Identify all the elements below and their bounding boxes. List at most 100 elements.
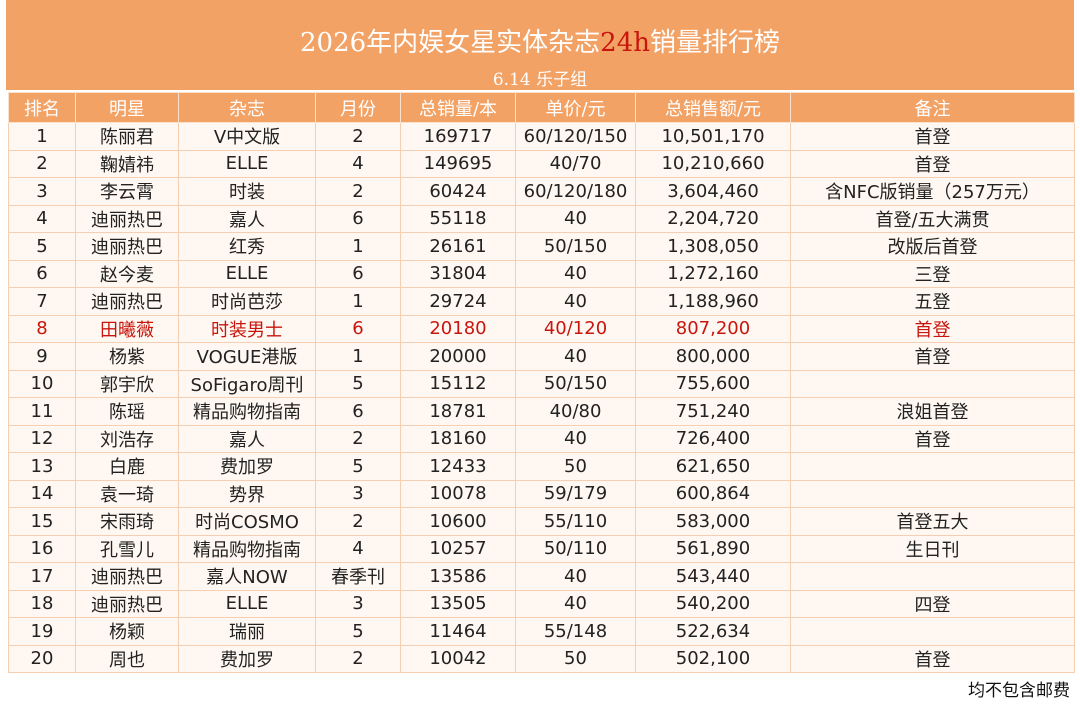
table-cell: 迪丽热巴 xyxy=(75,232,179,261)
table-cell: 1,272,160 xyxy=(635,259,791,288)
table-cell: 20180 xyxy=(400,314,516,343)
table-cell: 1 xyxy=(8,122,76,151)
table-cell: 2 xyxy=(315,644,401,673)
table-cell: 3 xyxy=(315,589,401,618)
table-cell: 费加罗 xyxy=(178,452,316,481)
table-cell: 迪丽热巴 xyxy=(75,287,179,316)
table-cell: 迪丽热巴 xyxy=(75,562,179,591)
title-text: 销量排行榜 xyxy=(650,28,781,58)
table-cell: 55/110 xyxy=(515,507,636,536)
table-cell: 583,000 xyxy=(635,507,791,536)
table-cell: 26161 xyxy=(400,232,516,261)
table-cell: 白鹿 xyxy=(75,452,179,481)
table-cell: 20 xyxy=(8,644,76,673)
table-row: 9 杨紫 VOGUE港版 1 20000 40 800,000 首登 xyxy=(8,342,1075,371)
table-cell: 首登 xyxy=(790,342,1075,371)
table-cell: 726,400 xyxy=(635,424,791,453)
table-cell: 赵今麦 xyxy=(75,259,179,288)
table-cell: 561,890 xyxy=(635,534,791,563)
column-header: 月份 xyxy=(315,92,401,123)
table-cell: SoFigaro周刊 xyxy=(178,369,316,398)
header-row: 排名 明星 杂志 月份 总销量/本 单价/元 总销售额/元 备注 xyxy=(8,92,1075,123)
table-cell: 三登 xyxy=(790,259,1075,288)
table-cell: 15112 xyxy=(400,369,516,398)
table-cell: 1,308,050 xyxy=(635,232,791,261)
table-row: 17 迪丽热巴 嘉人NOW 春季刊 13586 40 543,440 xyxy=(8,562,1075,591)
table-cell: 时尚COSMO xyxy=(178,507,316,536)
table-cell: 杨紫 xyxy=(75,342,179,371)
table-cell xyxy=(790,452,1075,481)
table-cell: 800,000 xyxy=(635,342,791,371)
table-cell: 孔雪儿 xyxy=(75,534,179,563)
table-cell: 精品购物指南 xyxy=(178,534,316,563)
table-cell xyxy=(790,369,1075,398)
table-cell: 5 xyxy=(315,617,401,646)
table-cell: 四登 xyxy=(790,589,1075,618)
title: 2026年内娱女星实体杂志24h销量排行榜 xyxy=(6,0,1074,59)
table-cell: 2 xyxy=(315,424,401,453)
table-cell: 时装 xyxy=(178,177,316,206)
table-cell: ELLE xyxy=(178,259,316,288)
table-cell: 1 xyxy=(315,287,401,316)
table-row: 15 宋雨琦 时尚COSMO 2 10600 55/110 583,000 首登五大 xyxy=(8,507,1075,536)
table-cell: 6 xyxy=(315,397,401,426)
table-cell: 11464 xyxy=(400,617,516,646)
table-cell: 10078 xyxy=(400,479,516,508)
table-cell: 522,634 xyxy=(635,617,791,646)
table-cell: 费加罗 xyxy=(178,644,316,673)
table-row: 11 陈瑶 精品购物指南 6 18781 40/80 751,240 浪姐首登 xyxy=(8,397,1075,426)
table-row: 6 赵今麦 ELLE 6 31804 40 1,272,160 三登 xyxy=(8,259,1075,288)
table-cell: 2 xyxy=(315,177,401,206)
table-row: 10 郭宇欣 SoFigaro周刊 5 15112 50/150 755,600 xyxy=(8,369,1075,398)
table-cell: 13 xyxy=(8,452,76,481)
table-cell: 12433 xyxy=(400,452,516,481)
table-cell: 6 xyxy=(315,204,401,233)
table-cell: 40 xyxy=(515,424,636,453)
table-cell: 陈瑶 xyxy=(75,397,179,426)
table-cell: V中文版 xyxy=(178,122,316,151)
table-cell: 807,200 xyxy=(635,314,791,343)
table-cell: 嘉人 xyxy=(178,204,316,233)
table-cell: 502,100 xyxy=(635,644,791,673)
table-cell: 50/110 xyxy=(515,534,636,563)
table-cell: 9 xyxy=(8,342,76,371)
table-cell: 五登 xyxy=(790,287,1075,316)
table-cell: 15 xyxy=(8,507,76,536)
table-cell: 杨颖 xyxy=(75,617,179,646)
table-cell: 40/70 xyxy=(515,149,636,178)
column-header: 排名 xyxy=(8,92,76,123)
table-cell: 149695 xyxy=(400,149,516,178)
table-cell: 2 xyxy=(315,122,401,151)
table-cell: 7 xyxy=(8,287,76,316)
table-row: 3 李云霄 时装 2 60424 60/120/180 3,604,460 含NFC版销量（2… xyxy=(8,177,1075,206)
table-cell: 1 xyxy=(315,232,401,261)
table-cell: 首登五大 xyxy=(790,507,1075,536)
ranking-table: 排名 明星 杂志 月份 总销量/本 单价/元 总销售额/元 备注 1 陈丽君 V中文版 2 16971… xyxy=(8,92,1075,673)
table-cell: 3 xyxy=(315,479,401,508)
table-cell: 55118 xyxy=(400,204,516,233)
table-cell: 嘉人 xyxy=(178,424,316,453)
table-cell: ELLE xyxy=(178,589,316,618)
table-row: 20 周也 费加罗 2 10042 50 502,100 首登 xyxy=(8,644,1075,673)
table-row: 19 杨颖 瑞丽 5 11464 55/148 522,634 xyxy=(8,617,1075,646)
table-body: 1 陈丽君 V中文版 2 169717 60/120/150 10,501,170 首登 2 鞠婧… xyxy=(8,122,1075,673)
title-highlight: 24h xyxy=(600,28,650,58)
table-cell: 刘浩存 xyxy=(75,424,179,453)
table-cell: 1,188,960 xyxy=(635,287,791,316)
table-cell: 755,600 xyxy=(635,369,791,398)
table-row: 1 陈丽君 V中文版 2 169717 60/120/150 10,501,170 首登 xyxy=(8,122,1075,151)
table-cell: 50/150 xyxy=(515,232,636,261)
table-cell: 50 xyxy=(515,644,636,673)
column-header: 总销售额/元 xyxy=(635,92,791,123)
table-cell: ELLE xyxy=(178,149,316,178)
table-cell: 首登 xyxy=(790,314,1075,343)
column-header: 备注 xyxy=(790,92,1075,123)
table-cell: 时尚芭莎 xyxy=(178,287,316,316)
column-header: 杂志 xyxy=(178,92,316,123)
table-cell: 10257 xyxy=(400,534,516,563)
table-cell: 含NFC版销量（257万元） xyxy=(790,177,1075,206)
table-cell: 10600 xyxy=(400,507,516,536)
column-header: 单价/元 xyxy=(515,92,636,123)
table-cell: 29724 xyxy=(400,287,516,316)
table-cell: 10,501,170 xyxy=(635,122,791,151)
